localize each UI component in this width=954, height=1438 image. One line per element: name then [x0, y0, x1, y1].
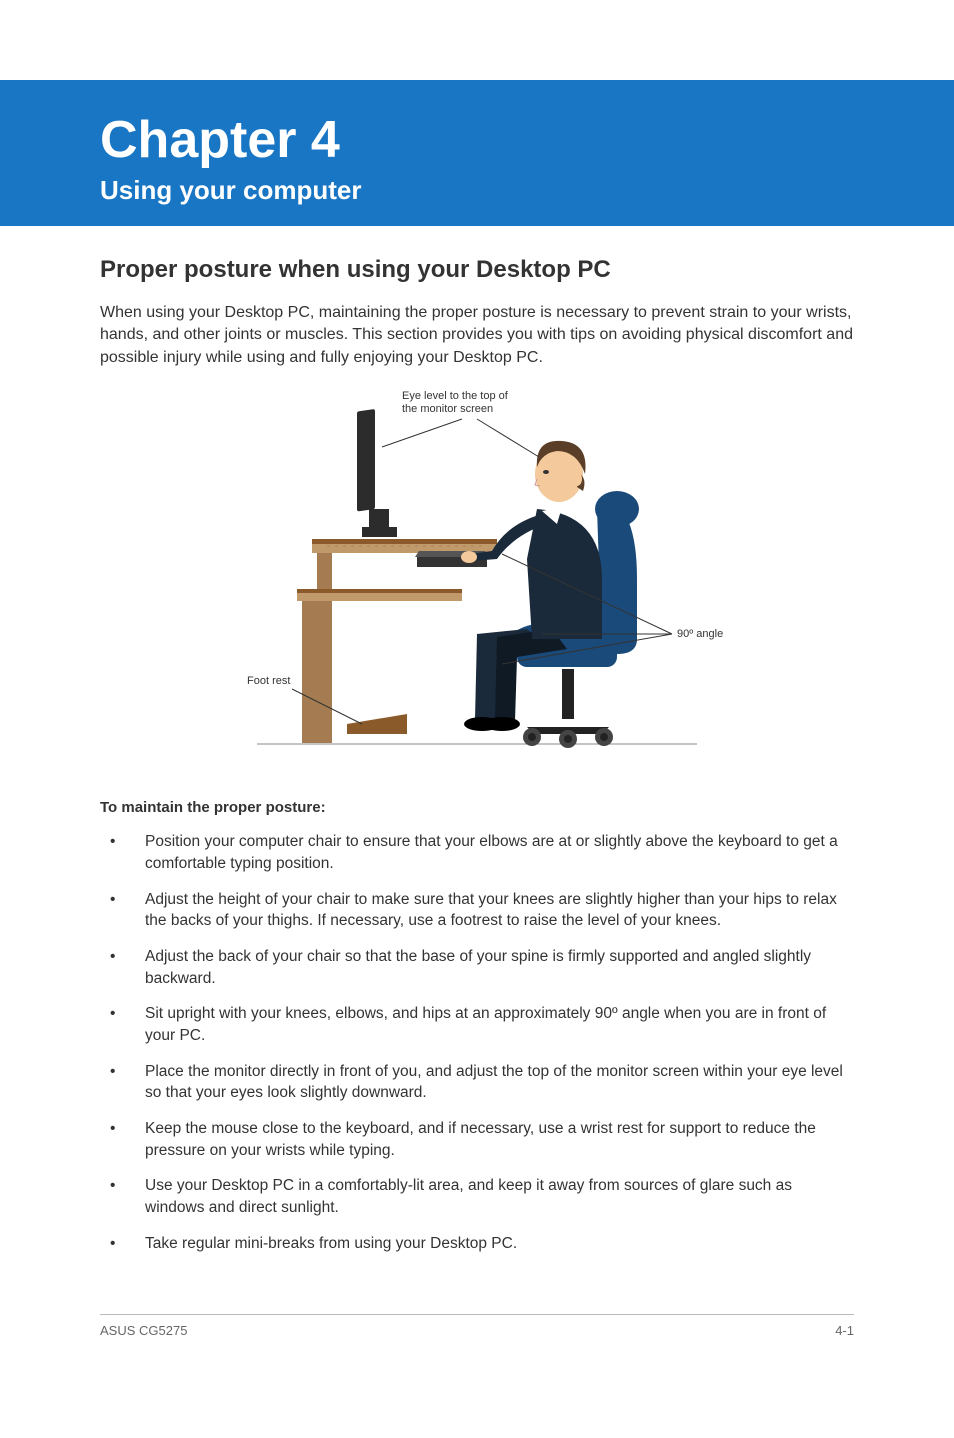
chapter-subtitle: Using your computer [100, 175, 954, 206]
footer-left: ASUS CG5275 [100, 1323, 187, 1338]
chapter-title: Chapter 4 [100, 110, 954, 170]
diagram-label-eye1: Eye level to the top of [402, 390, 509, 402]
procedure-list: Position your computer chair to ensure t… [100, 831, 854, 1254]
footer-right: 4-1 [835, 1323, 854, 1338]
list-item: Adjust the height of your chair to make … [100, 889, 854, 932]
diagram-label-footrest: Foot rest [247, 675, 290, 687]
posture-diagram: Eye level to the top of the monitor scre… [100, 379, 854, 779]
procedure-title: To maintain the proper posture: [100, 799, 854, 816]
chapter-banner: Chapter 4 Using your computer [0, 80, 954, 226]
list-item: Position your computer chair to ensure t… [100, 831, 854, 874]
section-title: Proper posture when using your Desktop P… [100, 256, 854, 284]
list-item: Sit upright with your knees, elbows, and… [100, 1003, 854, 1046]
diagram-label-eye2: the monitor screen [402, 403, 493, 415]
section-intro: When using your Desktop PC, maintaining … [100, 302, 854, 369]
list-item: Use your Desktop PC in a comfortably-lit… [100, 1175, 854, 1218]
content-body: Proper posture when using your Desktop P… [0, 226, 954, 1254]
diagram-label-angle: 90º angle [677, 628, 723, 640]
page-footer: ASUS CG5275 4-1 [100, 1314, 854, 1368]
list-item: Place the monitor directly in front of y… [100, 1061, 854, 1104]
list-item: Keep the mouse close to the keyboard, an… [100, 1118, 854, 1161]
list-item: Adjust the back of your chair so that th… [100, 946, 854, 989]
list-item: Take regular mini-breaks from using your… [100, 1233, 854, 1255]
